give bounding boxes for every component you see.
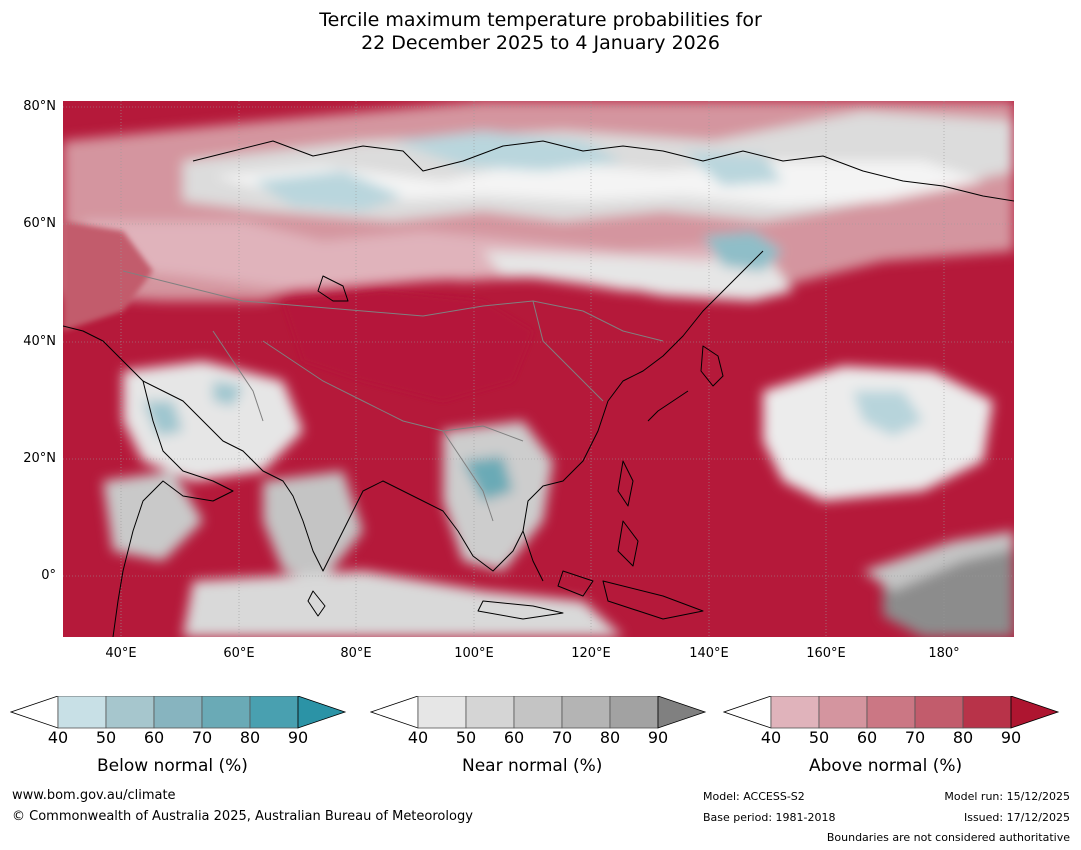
above-normal-title: Above normal (%)	[809, 756, 963, 776]
colorbar-segment	[105, 696, 155, 729]
coastlines	[63, 140, 1014, 637]
colorbar-tick-label: 90	[1000, 728, 1022, 747]
colorbar-tick-label: 60	[143, 728, 165, 747]
below-normal-colorbar-swatches	[10, 696, 347, 729]
lon-label-160e: 160°E	[806, 646, 846, 661]
model-run-text: Model run: 15/12/2025	[944, 790, 1070, 803]
map-title: Tercile maximum temperature probabilitie…	[0, 9, 1081, 55]
issued-text: Issued: 17/12/2025	[963, 811, 1070, 824]
lat-label-60n: 60°N	[23, 216, 56, 231]
lat-label-80n: 80°N	[23, 99, 56, 114]
colorbar-right-extension	[657, 696, 707, 729]
colorbar-tick-label: 50	[95, 728, 117, 747]
colorbar-segment	[249, 696, 299, 729]
lon-label-40e: 40°E	[105, 646, 137, 661]
colorbar-tick-label: 70	[904, 728, 926, 747]
india-grey	[263, 471, 363, 581]
colorbar-segment	[513, 696, 563, 729]
lon-label-60e: 60°E	[223, 646, 255, 661]
near-normal-colorbar: Near normal (%) 40 50 60 70 80 90	[370, 696, 708, 780]
colorbar-tick-label: 60	[856, 728, 878, 747]
lon-label-140e: 140°E	[689, 646, 729, 661]
colorbar-tick-label: 80	[239, 728, 261, 747]
arabia-near-normal	[123, 361, 303, 481]
colorbar-segment	[57, 696, 107, 729]
lat-label-40n: 40°N	[23, 334, 56, 349]
siberia-below-normal	[253, 131, 783, 211]
colorbar-segment	[818, 696, 868, 729]
above-normal-colorbar: Above normal (%) 40 50 60 70 80 90	[723, 696, 1061, 780]
colorbar-segment	[153, 696, 203, 729]
above-normal-colorbar-swatches	[723, 696, 1060, 729]
colorbar-segment	[465, 696, 515, 729]
lon-label-80e: 80°E	[340, 646, 372, 661]
indochina-below-normal	[463, 456, 513, 501]
colorbar-tick-label: 40	[407, 728, 429, 747]
colorbar-left-extension	[723, 696, 772, 729]
okhotsk-below-normal	[703, 231, 783, 271]
colorbar-segment	[561, 696, 611, 729]
colorbar-tick-label: 60	[503, 728, 525, 747]
colorbar-segment	[866, 696, 916, 729]
colorbar-right-extension	[1010, 696, 1060, 729]
pacific-light-patch	[763, 366, 993, 501]
central-asia-red	[283, 291, 533, 401]
below-normal-title: Below normal (%)	[97, 756, 248, 776]
europe-red	[63, 221, 153, 331]
colorbar-segment	[201, 696, 251, 729]
copyright-text: © Commonwealth of Australia 2025, Austra…	[12, 809, 473, 824]
africa-horn-grey	[103, 471, 203, 561]
colorbar-tick-label: 50	[808, 728, 830, 747]
title-line-1: Tercile maximum temperature probabilitie…	[319, 9, 762, 31]
below-normal-colorbar: Below normal (%) 40 50 60 70 80 90	[10, 696, 348, 780]
land-above-normal	[63, 221, 533, 401]
colorbar-tick-label: 70	[191, 728, 213, 747]
colorbar-tick-label: 80	[599, 728, 621, 747]
pacific-below-normal	[853, 391, 923, 436]
near-normal-title: Near normal (%)	[462, 756, 603, 776]
lon-label-120e: 120°E	[571, 646, 611, 661]
colorbar-segment	[914, 696, 964, 729]
probability-map	[63, 101, 1014, 637]
colorbar-segment	[417, 696, 467, 729]
probability-fields	[63, 101, 1014, 637]
arabia-below-normal	[143, 381, 243, 436]
arctic-white	[213, 161, 983, 206]
near-normal-colorbar-swatches	[370, 696, 707, 729]
model-text: Model: ACCESS-S2	[703, 790, 805, 803]
colorbar-tick-label: 70	[551, 728, 573, 747]
lat-label-20n: 20°N	[23, 451, 56, 466]
colorbar-tick-label: 50	[455, 728, 477, 747]
borders	[122, 270, 664, 522]
colorbar-right-extension	[297, 696, 347, 729]
title-line-2: 22 December 2025 to 4 January 2026	[361, 32, 720, 54]
website-link[interactable]: www.bom.gov.au/climate	[12, 788, 176, 803]
lon-label-100e: 100°E	[454, 646, 494, 661]
colorbar-tick-label: 90	[647, 728, 669, 747]
colorbar-segment	[609, 696, 659, 729]
colorbar-segment	[770, 696, 820, 729]
maritime-grey	[183, 571, 623, 637]
map-canvas	[63, 101, 1014, 637]
colorbar-tick-label: 80	[952, 728, 974, 747]
colorbar-segment	[962, 696, 1012, 729]
colorbar-tick-label: 40	[760, 728, 782, 747]
colorbar-left-extension	[10, 696, 59, 729]
colorbar-left-extension	[370, 696, 419, 729]
colorbar-tick-label: 90	[287, 728, 309, 747]
lat-label-equator: 0°	[41, 568, 56, 583]
east-asia-near-normal	[483, 251, 793, 301]
colorbar-tick-label: 40	[47, 728, 69, 747]
disclaimer-text: Boundaries are not considered authoritat…	[826, 831, 1070, 844]
base-period-text: Base period: 1981-2018	[703, 811, 836, 824]
lon-label-180: 180°	[928, 646, 960, 661]
graticule	[63, 101, 1014, 637]
